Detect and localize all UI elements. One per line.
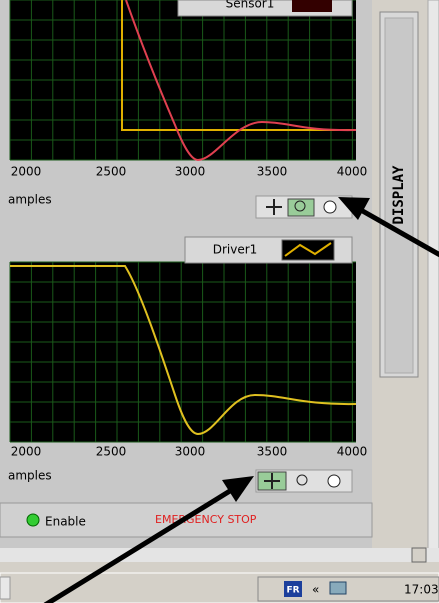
tray-icon <box>329 581 347 595</box>
x-tick-label: 3500 <box>257 165 288 179</box>
x-axis-label: amples <box>8 193 52 207</box>
stop-button[interactable]: EMERGENCY STOP <box>155 513 257 526</box>
x-tick-label: 2500 <box>96 165 127 179</box>
tray-chevron[interactable]: « <box>312 583 319 597</box>
legend-label: Driver1 <box>213 243 258 257</box>
scroll-arrow[interactable] <box>411 547 427 563</box>
annotation-arrow <box>338 197 439 258</box>
clock: 17:03 <box>404 583 439 597</box>
x-tick-label: 2500 <box>96 445 127 459</box>
x-tick-label: 3500 <box>257 445 288 459</box>
x-tick-label: 4000 <box>337 445 368 459</box>
legend-line <box>284 242 332 257</box>
lang-icon[interactable] <box>284 581 302 597</box>
zoom-button[interactable] <box>296 474 308 486</box>
zoom-button[interactable] <box>287 198 315 217</box>
pan-button[interactable] <box>323 200 337 214</box>
plot-toolbar[interactable] <box>255 469 353 493</box>
x-axis-label: amples <box>8 469 52 483</box>
enable-led[interactable] <box>26 513 40 527</box>
tab-inner <box>384 17 414 374</box>
enable-label[interactable]: Enable <box>45 515 86 529</box>
scrollbar[interactable] <box>427 0 439 561</box>
plot-area <box>10 262 356 442</box>
tab-label[interactable]: DISPLAY <box>391 165 407 225</box>
annotation-arrow <box>43 476 254 603</box>
sensor-curve <box>125 0 357 162</box>
legend-swatch <box>292 0 332 12</box>
cursor-button[interactable] <box>266 199 282 215</box>
plot-toolbar[interactable] <box>255 195 353 219</box>
x-tick-label: 2000 <box>11 165 42 179</box>
legend-label: Sensor1 <box>226 0 275 11</box>
task-button[interactable] <box>0 576 11 600</box>
x-tick-label: 3000 <box>175 165 206 179</box>
setpoint-curve <box>121 0 356 131</box>
hscroll <box>0 548 439 562</box>
zoom-icon <box>294 200 306 212</box>
grid <box>9 0 356 443</box>
x-tick-label: 2000 <box>11 445 42 459</box>
cursor-icon <box>264 473 280 489</box>
tick-labels: 2000 2500 3000 3500 4000 2000 2500 3000 3500 4000 <box>11 165 368 459</box>
x-tick-label: 3000 <box>175 445 206 459</box>
driver-curve <box>10 265 357 436</box>
pan-button[interactable] <box>327 474 341 488</box>
x-tick-label: 4000 <box>337 165 368 179</box>
lang-label[interactable]: FR <box>286 586 299 596</box>
